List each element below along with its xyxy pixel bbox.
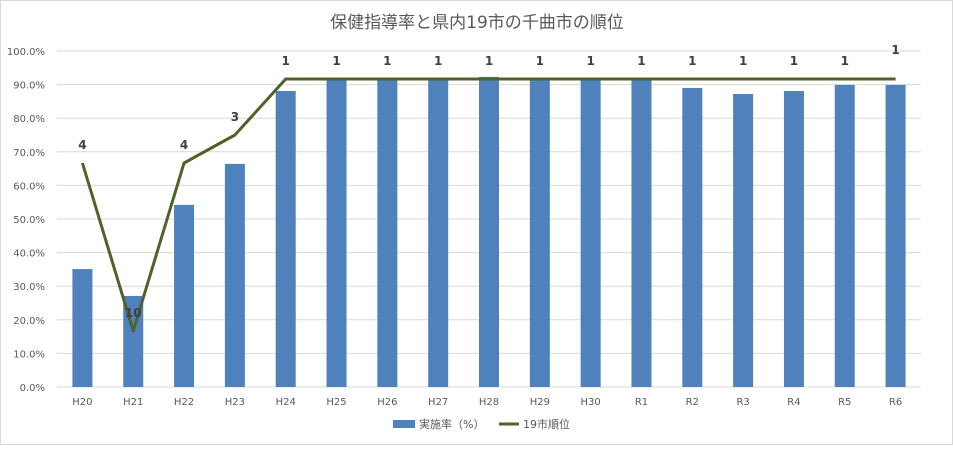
bar [224,163,245,387]
rank-data-label: 1 [891,43,899,57]
bar [834,84,855,387]
x-tick-label: R2 [686,397,699,408]
rank-data-label: 10 [125,306,142,320]
y-tick-label: 100.0% [7,47,45,58]
y-tick-label: 70.0% [13,148,45,159]
rank-data-label: 1 [739,54,747,68]
legend: 実施率（%） 19市順位 [393,417,570,431]
bar [377,77,398,387]
bar [428,77,449,387]
rank-data-label: 3 [231,110,239,124]
rank-data-label: 1 [434,54,442,68]
rank-line [80,77,896,333]
bar [275,90,296,387]
rank-data-label: 1 [536,54,544,68]
bar [733,94,754,388]
x-tick-label: R5 [838,397,851,408]
legend-bar-label: 実施率（%） [419,417,484,431]
rank-data-label: 1 [790,54,798,68]
bar [479,76,499,387]
x-tick-label: H27 [428,397,448,408]
rank-data-label: 1 [586,54,594,68]
rank-data-label: 1 [485,54,493,68]
bar [631,77,652,387]
bar [529,77,550,387]
rank-data-label: 4 [78,138,86,152]
bar [326,77,347,387]
x-tick-label: R1 [635,397,648,408]
y-tick-label: 90.0% [13,81,45,92]
x-tick-label: H21 [123,397,143,408]
bar [682,87,703,388]
bar [885,84,906,387]
x-tick-label: R4 [787,397,800,408]
rank-data-label: 1 [282,54,290,68]
rank-data-label: 1 [688,54,696,68]
x-tick-label: H30 [581,397,601,408]
x-tick-label: H25 [326,397,346,408]
x-tick-label: H20 [72,397,92,408]
bar [580,77,601,387]
legend-bar-swatch [393,420,415,428]
rank-data-label: 1 [332,54,340,68]
rank-data-label: 4 [180,138,188,152]
bar [783,90,804,387]
x-tick-label: H22 [174,397,194,408]
x-tick-label: H29 [530,397,550,408]
x-tick-label: H26 [377,397,397,408]
rank-data-label: 1 [383,54,391,68]
y-tick-label: 80.0% [13,114,45,125]
x-tick-label: H28 [479,397,499,408]
y-tick-label: 40.0% [13,249,45,260]
rank-data-label: 1 [841,54,849,68]
x-tick-label: R6 [889,397,902,408]
x-tick-label: H24 [276,397,296,408]
y-tick-label: 50.0% [13,215,45,226]
y-tick-label: 10.0% [13,349,45,360]
chart-title: 保健指導率と県内19市の千曲市の順位 [330,13,624,33]
y-tick-label: 30.0% [13,282,45,293]
legend-line-label: 19市順位 [523,417,570,431]
y-tick-label: 60.0% [13,181,45,192]
x-tick-label: R3 [736,397,749,408]
bar [72,269,93,387]
rank-data-label: 1 [637,54,645,68]
bar [174,204,195,387]
y-tick-label: 0.0% [20,383,45,394]
x-tick-label: H23 [225,397,245,408]
y-tick-label: 20.0% [13,316,45,327]
